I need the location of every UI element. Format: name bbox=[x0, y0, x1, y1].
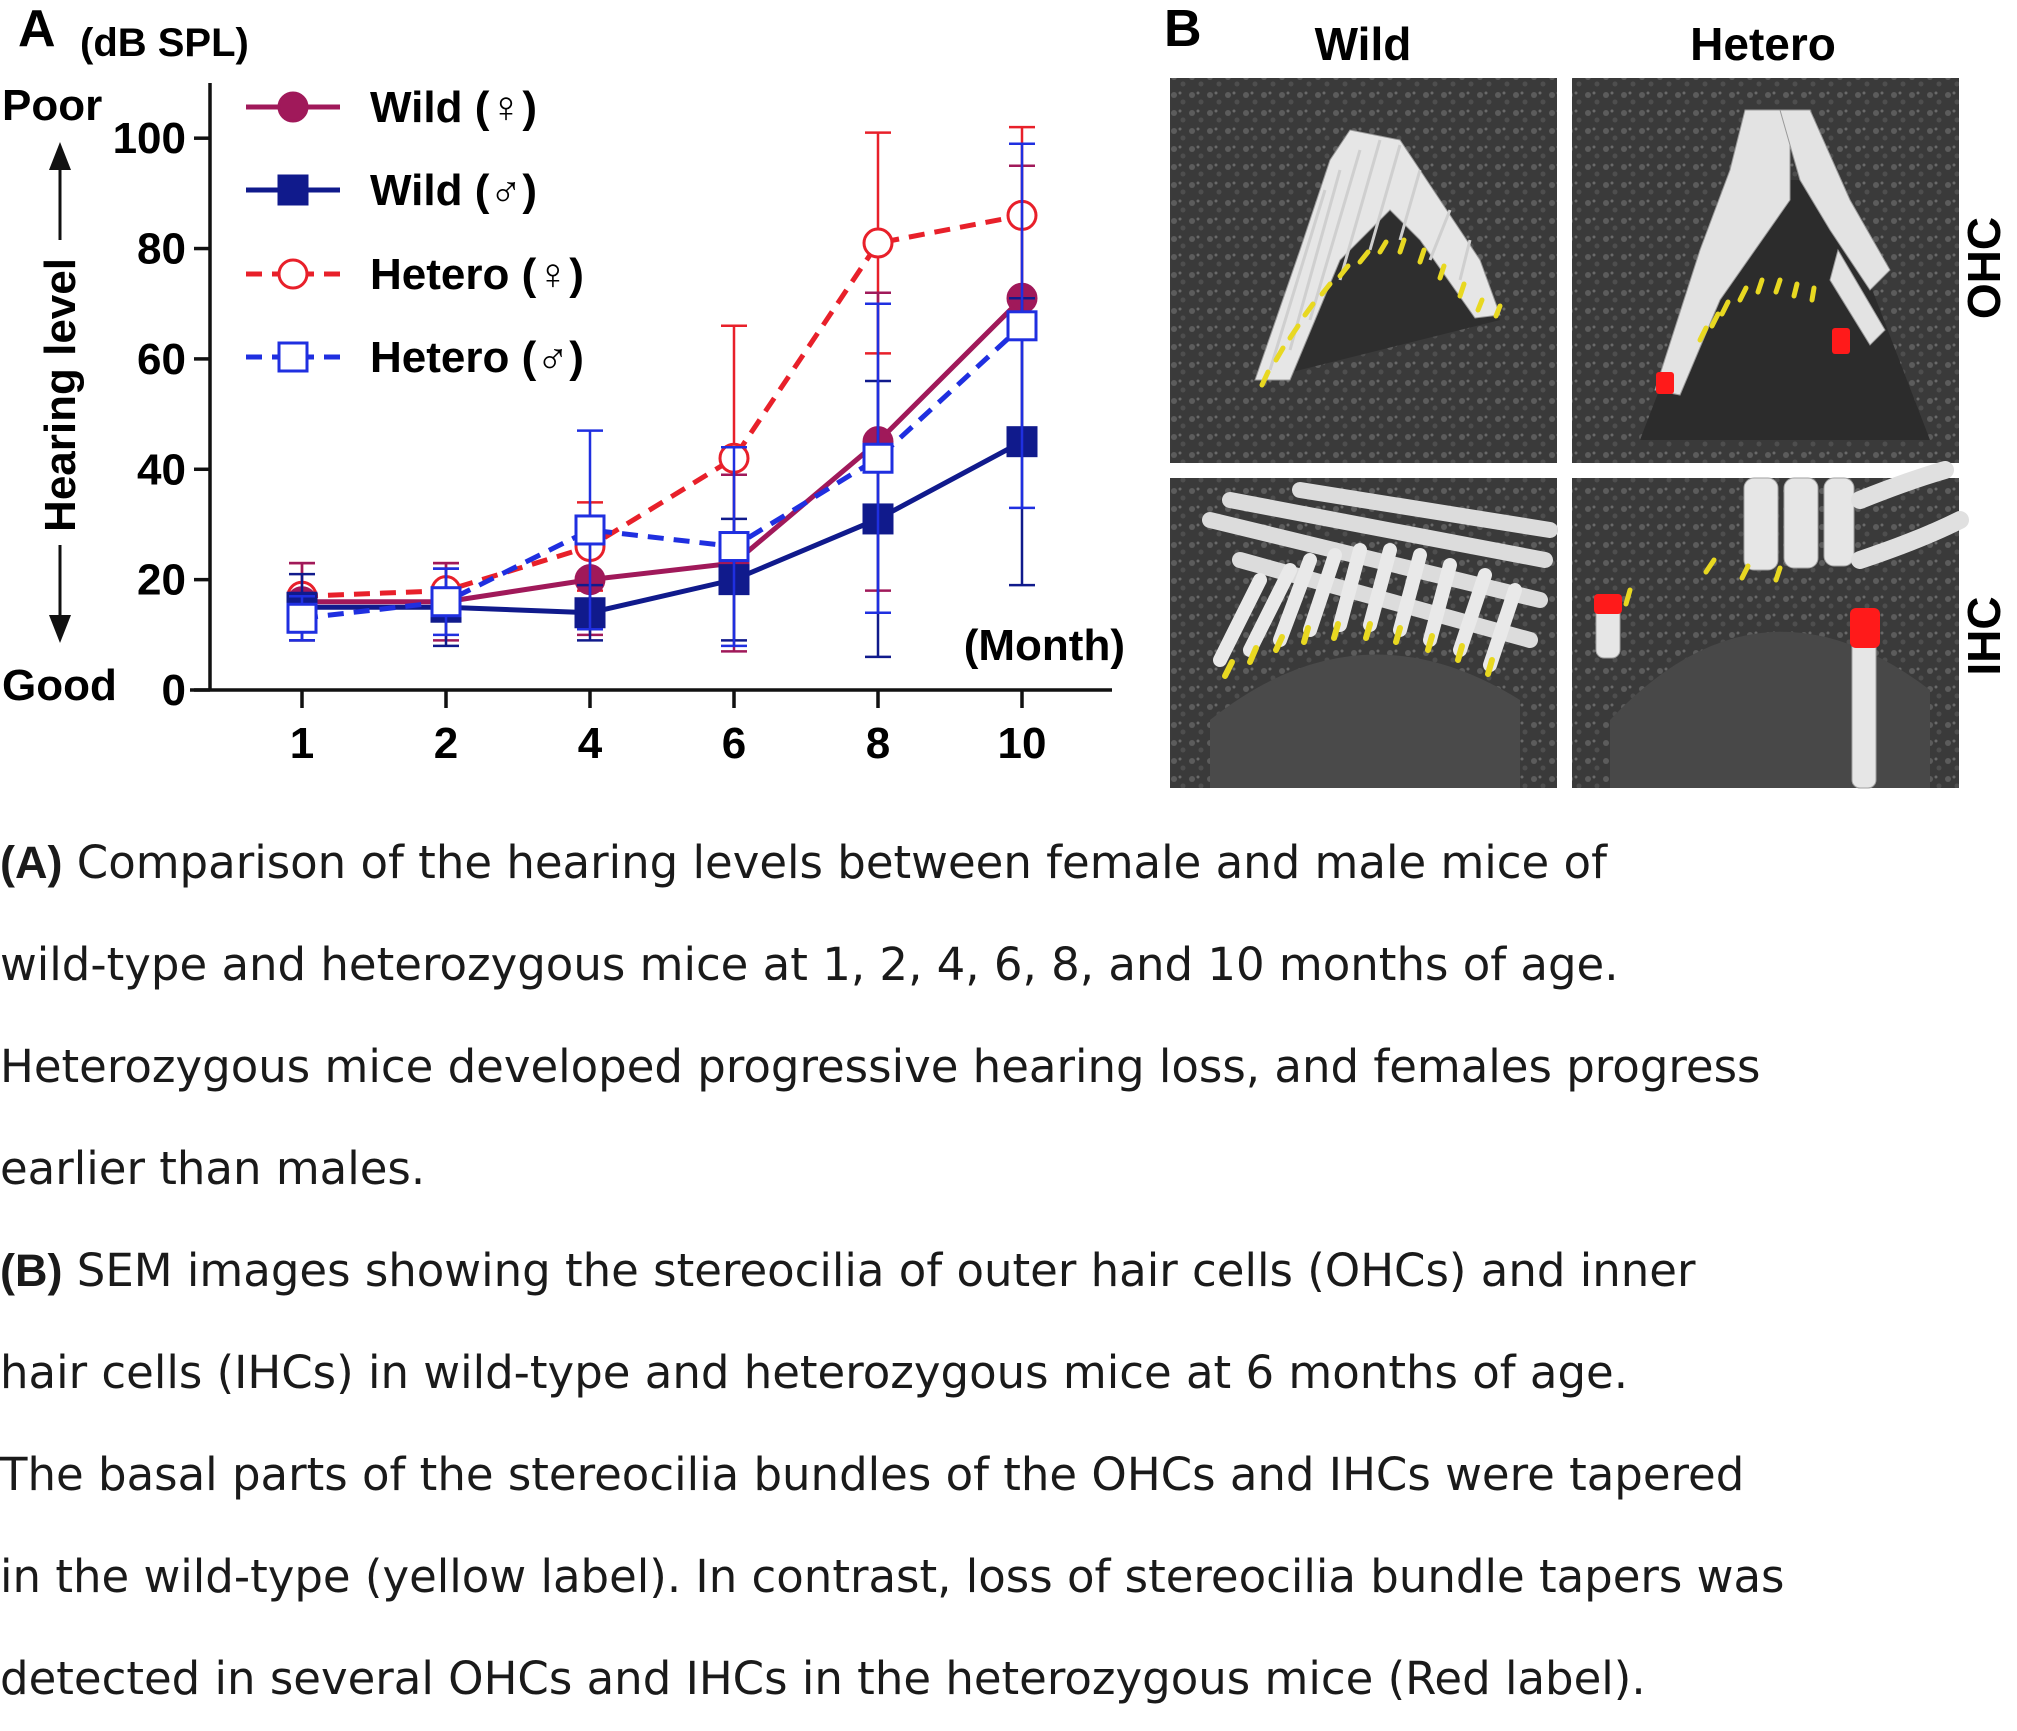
caption-line: detected in several OHCs and IHCs in the… bbox=[0, 1652, 1646, 1705]
y-ticks: 0 20 40 60 80 100 bbox=[113, 114, 210, 715]
caption-line: hair cells (IHCs) in wild-type and heter… bbox=[0, 1346, 1629, 1399]
x-unit-label: (Month) bbox=[964, 621, 1125, 670]
data-point bbox=[862, 227, 894, 259]
series-line bbox=[302, 296, 1024, 605]
caption-line: The basal parts of the stereocilia bundl… bbox=[0, 1448, 1745, 1501]
data-point bbox=[286, 602, 318, 634]
series-3 bbox=[286, 142, 1038, 648]
data-point bbox=[1006, 310, 1038, 342]
legend-marker bbox=[277, 91, 309, 123]
row-label-ihc: IHC bbox=[1958, 596, 2010, 675]
y-axis-label: Hearing level bbox=[36, 258, 85, 532]
legend: Wild (♀) Wild (♂) Hetero (♀) Hetero (♂) bbox=[246, 83, 584, 382]
legend-label: Wild (♂) bbox=[370, 166, 537, 215]
caption-line: earlier than males. bbox=[0, 1142, 426, 1195]
panel-b-letter: B bbox=[1164, 0, 1202, 58]
legend-label: Wild (♀) bbox=[370, 83, 537, 132]
red-label-mark bbox=[1594, 594, 1622, 614]
sem-image-wild-ohc bbox=[1170, 78, 1557, 463]
legend-label: Hetero (♂) bbox=[370, 333, 584, 382]
caption-line: Heterozygous mice developed progressive … bbox=[0, 1040, 1761, 1093]
caption-line: (B) SEM images showing the stereocilia o… bbox=[0, 1244, 1696, 1297]
data-point bbox=[862, 442, 894, 474]
caption-line: wild-type and heterozygous mice at 1, 2,… bbox=[0, 938, 1619, 991]
sem-image-hetero-ohc bbox=[1572, 78, 1959, 463]
caption-line: (A) Comparison of the hearing levels bet… bbox=[0, 836, 1607, 889]
good-label: Good bbox=[2, 661, 117, 710]
figure-caption: (A) Comparison of the hearing levels bet… bbox=[0, 812, 2010, 1730]
series-0 bbox=[286, 164, 1038, 653]
y-tick-label: 20 bbox=[137, 556, 186, 605]
data-point bbox=[430, 586, 462, 618]
x-tick-label: 6 bbox=[722, 719, 746, 768]
col-label-wild: Wild bbox=[1315, 18, 1412, 70]
y-tick-label: 40 bbox=[137, 445, 186, 494]
x-tick-label: 8 bbox=[866, 719, 890, 768]
x-tick-label: 1 bbox=[290, 719, 314, 768]
legend-label: Hetero (♀) bbox=[370, 250, 584, 299]
red-label-mark bbox=[1656, 372, 1674, 394]
y-tick-label: 100 bbox=[113, 114, 186, 163]
x-tick-label: 10 bbox=[998, 719, 1047, 768]
series-line bbox=[302, 439, 1024, 616]
row-label-ohc: OHC bbox=[1958, 217, 2010, 319]
x-tick-label: 2 bbox=[434, 719, 458, 768]
series-line bbox=[301, 212, 1023, 599]
legend-marker bbox=[277, 258, 309, 290]
x-tick-label: 4 bbox=[578, 719, 603, 768]
series-layer bbox=[286, 125, 1038, 659]
panel-a-letter: A bbox=[18, 0, 56, 58]
hearing-level-arrow bbox=[40, 142, 80, 643]
series-line bbox=[301, 323, 1024, 621]
data-point bbox=[718, 531, 750, 563]
col-label-hetero: Hetero bbox=[1690, 18, 1836, 70]
legend-marker bbox=[277, 341, 309, 373]
data-point bbox=[574, 514, 606, 546]
figure: A (dB SPL) Poor Good Hearing level 02040… bbox=[2, 0, 2010, 789]
red-label-mark bbox=[1850, 608, 1880, 648]
y-tick-label: 60 bbox=[137, 335, 186, 384]
legend-marker bbox=[277, 174, 309, 206]
y-unit-label: (dB SPL) bbox=[80, 21, 249, 65]
poor-label: Poor bbox=[2, 81, 102, 130]
caption-line: in the wild-type (yellow label). In cont… bbox=[0, 1550, 1785, 1603]
y-tick-label: 80 bbox=[137, 225, 186, 274]
x-ticks: 1 2 4 6 8 10 bbox=[290, 690, 1047, 768]
sem-image-hetero-ihc bbox=[1572, 461, 1969, 789]
y-tick-label: 0 bbox=[162, 666, 186, 715]
sem-image-wild-ihc bbox=[1170, 478, 1558, 788]
chart-axes bbox=[190, 83, 1112, 692]
red-label-mark bbox=[1832, 328, 1850, 354]
